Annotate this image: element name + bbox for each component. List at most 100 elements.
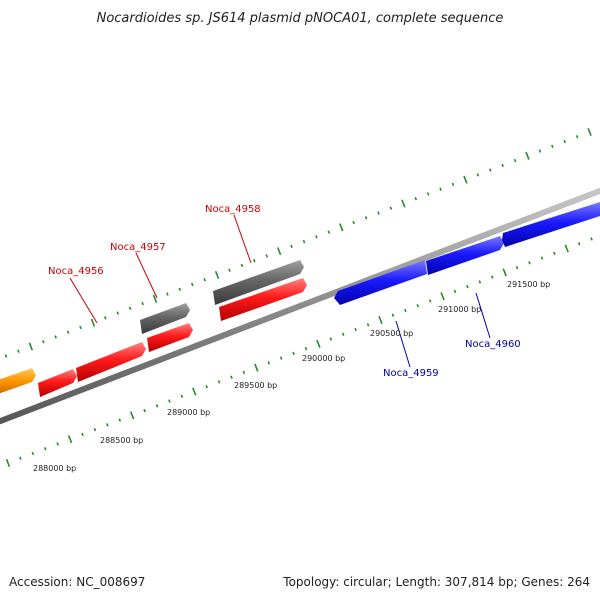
major-tick xyxy=(28,342,34,351)
minor-tick xyxy=(265,254,269,258)
gene-arrow-red-noca-4957[interactable] xyxy=(147,323,193,352)
minor-tick xyxy=(19,456,22,460)
scale-label: 288000 bp xyxy=(33,464,76,473)
scale-label: 289500 bp xyxy=(234,381,277,390)
minor-tick xyxy=(377,211,380,215)
major-tick xyxy=(502,268,507,277)
genes-upper xyxy=(0,260,307,397)
major-tick xyxy=(525,151,530,160)
minor-tick xyxy=(315,235,318,239)
gene-leader-lines xyxy=(69,214,491,368)
map-title: Nocardioides sp. JS614 plasmid pNOCA01, … xyxy=(97,11,504,26)
minor-tick xyxy=(143,408,146,413)
scale-label: 291000 bp xyxy=(438,305,481,314)
major-tick xyxy=(339,223,344,232)
leader-line xyxy=(233,214,252,264)
minor-tick xyxy=(242,370,246,375)
backbone xyxy=(0,187,600,425)
minor-tick xyxy=(590,237,593,241)
gene-arrow-gray-noca-4958[interactable] xyxy=(213,260,304,305)
minor-tick xyxy=(366,323,370,327)
minor-tick xyxy=(141,301,144,306)
minor-tick xyxy=(81,432,84,437)
minor-tick xyxy=(168,399,171,403)
minor-tick xyxy=(304,346,308,351)
minor-tick xyxy=(93,427,97,432)
minor-tick xyxy=(490,275,494,279)
major-tick xyxy=(90,318,96,327)
minor-tick xyxy=(203,278,206,282)
gene-label[interactable]: Noca_4957 xyxy=(110,242,166,253)
minor-tick xyxy=(267,361,271,365)
leader-line xyxy=(475,292,491,339)
scale-label: 289000 bp xyxy=(167,408,210,417)
minor-tick xyxy=(66,330,70,334)
gene-label[interactable]: Noca_4958 xyxy=(205,204,261,215)
gene-arrow-gray-noca-4957[interactable] xyxy=(140,303,190,334)
gene-label[interactable]: Noca_4959 xyxy=(383,368,439,379)
summary-text: Topology: circular; Length: 307,814 bp; … xyxy=(282,575,590,589)
minor-tick xyxy=(352,220,355,225)
minor-tick xyxy=(104,316,107,320)
minor-tick xyxy=(205,385,208,389)
minor-tick xyxy=(389,206,393,210)
minor-tick xyxy=(79,325,82,330)
minor-tick xyxy=(515,265,519,270)
minor-tick xyxy=(439,187,442,191)
minor-tick xyxy=(180,394,184,398)
scale-label: 291500 bp xyxy=(507,280,550,289)
upper-tick-row xyxy=(4,127,592,358)
minor-tick xyxy=(240,263,244,268)
major-tick xyxy=(440,292,445,301)
minor-tick xyxy=(354,327,357,332)
minor-tick xyxy=(488,168,492,172)
minor-tick xyxy=(17,349,20,353)
major-tick xyxy=(316,339,321,348)
minor-tick xyxy=(540,256,544,260)
minor-tick xyxy=(302,239,306,244)
gene-arrow-blue[interactable] xyxy=(502,202,600,247)
minor-tick xyxy=(253,258,256,263)
major-tick xyxy=(276,247,282,256)
scale-label: 290000 bp xyxy=(302,354,345,363)
gene-arrow-blue-noca-4960[interactable] xyxy=(426,236,504,275)
minor-tick xyxy=(230,375,233,379)
gene-arrow-orange[interactable] xyxy=(0,368,36,395)
major-tick xyxy=(67,435,73,444)
minor-tick xyxy=(178,287,182,291)
major-tick xyxy=(564,244,569,253)
minor-tick xyxy=(528,261,531,265)
minor-tick xyxy=(279,356,283,360)
minor-tick xyxy=(391,313,395,317)
minor-tick xyxy=(56,442,59,446)
minor-tick xyxy=(466,284,469,289)
gene-arrow-red[interactable] xyxy=(76,342,146,382)
minor-tick xyxy=(217,380,221,384)
gene-labels: Noca_4956 Noca_4957 Noca_4958 Noca_4959 … xyxy=(48,204,521,379)
gene-arrow-blue-noca-4959[interactable] xyxy=(334,260,427,305)
minor-tick xyxy=(43,447,47,451)
major-tick xyxy=(463,175,468,184)
minor-tick xyxy=(553,251,556,255)
minor-tick xyxy=(41,340,45,344)
gene-arrow-red-noca-4958[interactable] xyxy=(219,278,307,321)
minor-tick xyxy=(476,173,480,177)
major-tick xyxy=(587,127,592,136)
lower-tick-row xyxy=(5,237,593,468)
minor-tick xyxy=(31,451,35,456)
minor-tick xyxy=(190,282,194,287)
major-tick xyxy=(152,294,158,303)
gene-label[interactable]: Noca_4956 xyxy=(48,266,104,277)
gene-label[interactable]: Noca_4960 xyxy=(465,339,521,350)
minor-tick xyxy=(128,306,132,311)
leader-line xyxy=(135,252,158,299)
minor-tick xyxy=(414,197,418,201)
minor-tick xyxy=(563,139,567,144)
gene-arrow-red[interactable] xyxy=(38,369,77,397)
minor-tick xyxy=(327,230,331,234)
minor-tick xyxy=(577,242,581,246)
minor-tick xyxy=(538,149,542,153)
minor-tick xyxy=(54,335,57,339)
